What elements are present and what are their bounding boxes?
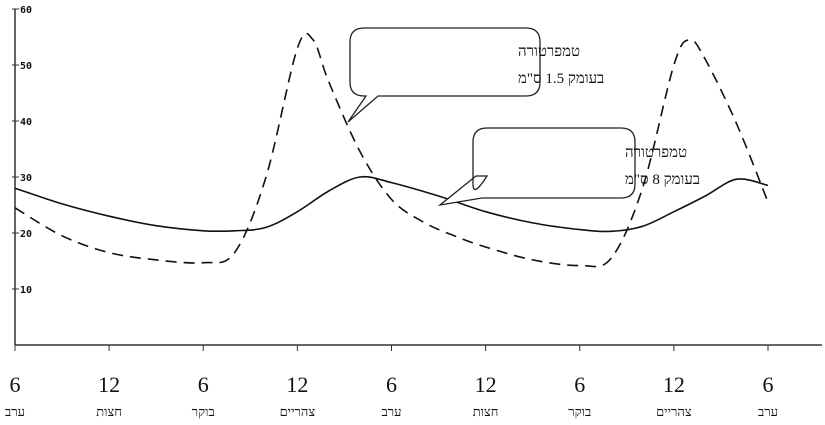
x-tick-word: צהריים bbox=[656, 404, 692, 419]
x-tick-number: 12 bbox=[663, 372, 685, 397]
y-tick-label: 60 bbox=[20, 5, 32, 16]
x-axis-ticks: 6 ערב 12 חצות 6 בוקר 12 צהריים 6 ערב 12 חצות 6 בוקר 12… bbox=[5, 345, 778, 419]
x-tick-word: ערב bbox=[758, 404, 778, 419]
y-tick-label: 40 bbox=[20, 117, 32, 128]
x-tick-number: 12 bbox=[286, 372, 308, 397]
x-tick-word: ערב bbox=[5, 404, 25, 419]
y-tick-label: 10 bbox=[20, 285, 32, 296]
callout-line-2: בעומק 1.5 ס"מ bbox=[518, 71, 604, 87]
callout-line-1: טמפרטורה bbox=[625, 145, 687, 161]
x-tick-number: 12 bbox=[475, 372, 497, 397]
x-tick-number: 12 bbox=[98, 372, 120, 397]
series-lines bbox=[14, 32, 769, 268]
y-axis-ticks: 60 50 40 30 20 10 bbox=[12, 5, 32, 296]
callout-bubble bbox=[437, 127, 636, 207]
series-line-depth-8 bbox=[14, 175, 769, 233]
x-tick-number: 6 bbox=[198, 372, 209, 397]
callout-line-2: בעומק 8 ס"מ bbox=[625, 172, 700, 188]
x-tick-word: בוקר bbox=[192, 404, 215, 419]
x-tick-number: 6 bbox=[10, 372, 21, 397]
y-tick-label: 30 bbox=[20, 173, 32, 184]
x-tick-word: חצות bbox=[473, 404, 499, 419]
x-tick-word: צהריים bbox=[280, 404, 316, 419]
x-tick-word: בוקר bbox=[568, 404, 591, 419]
x-tick-number: 6 bbox=[386, 372, 397, 397]
x-tick-number: 6 bbox=[574, 372, 585, 397]
y-tick-label: 20 bbox=[20, 229, 32, 240]
callout-depth-1-5: טמפרטורה בעומק 1.5 ס"מ bbox=[347, 27, 604, 123]
callout-bubble bbox=[347, 27, 541, 123]
series-line-depth-1-5 bbox=[14, 32, 769, 268]
x-tick-number: 6 bbox=[763, 372, 774, 397]
y-tick-label: 50 bbox=[20, 61, 32, 72]
callout-depth-8: טמפרטורה בעומק 8 ס"מ bbox=[437, 127, 700, 207]
callout-line-1: טמפרטורה bbox=[518, 44, 580, 60]
x-tick-word: ערב bbox=[381, 404, 401, 419]
x-tick-word: חצות bbox=[96, 404, 122, 419]
